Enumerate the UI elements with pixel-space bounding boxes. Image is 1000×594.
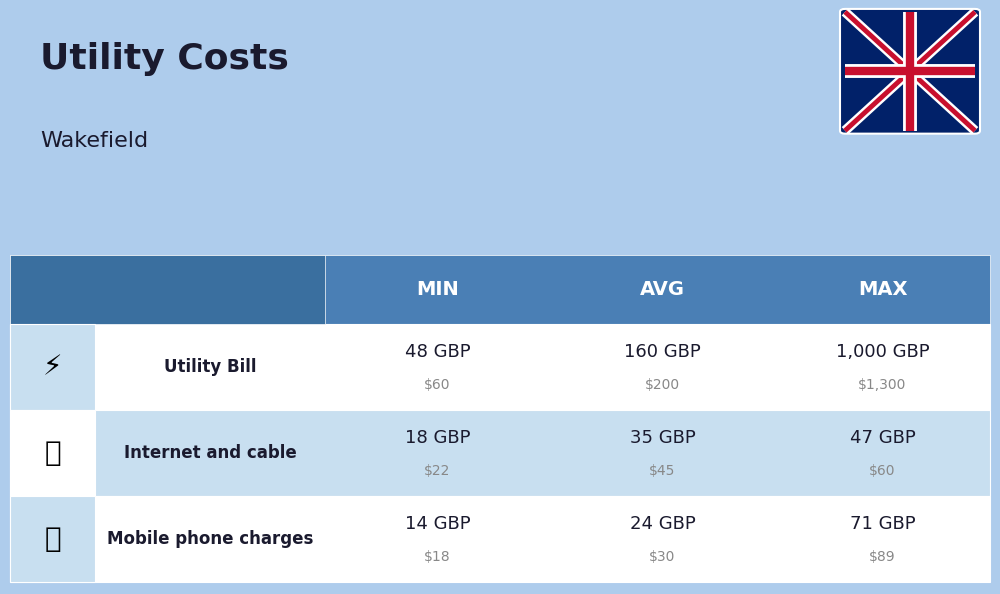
- FancyBboxPatch shape: [10, 324, 95, 410]
- Text: Utility Costs: Utility Costs: [40, 42, 289, 75]
- Text: $60: $60: [869, 464, 896, 478]
- Text: 47 GBP: 47 GBP: [850, 429, 915, 447]
- Text: AVG: AVG: [640, 280, 685, 299]
- Text: Internet and cable: Internet and cable: [124, 444, 296, 462]
- FancyBboxPatch shape: [10, 496, 990, 582]
- Text: 1,000 GBP: 1,000 GBP: [836, 343, 929, 361]
- Text: 48 GBP: 48 GBP: [405, 343, 470, 361]
- FancyBboxPatch shape: [10, 255, 990, 324]
- FancyBboxPatch shape: [10, 410, 95, 496]
- Text: $200: $200: [645, 378, 680, 391]
- Text: $18: $18: [424, 550, 451, 564]
- Text: $89: $89: [869, 550, 896, 564]
- Text: $22: $22: [424, 464, 451, 478]
- Text: 18 GBP: 18 GBP: [405, 429, 470, 447]
- Text: 📱: 📱: [44, 525, 61, 553]
- FancyBboxPatch shape: [10, 496, 95, 582]
- FancyBboxPatch shape: [840, 9, 980, 134]
- Text: 📶: 📶: [44, 439, 61, 467]
- Text: Wakefield: Wakefield: [40, 131, 148, 151]
- Text: $30: $30: [649, 550, 676, 564]
- Text: 71 GBP: 71 GBP: [850, 515, 915, 533]
- Text: MIN: MIN: [416, 280, 459, 299]
- Text: 160 GBP: 160 GBP: [624, 343, 701, 361]
- FancyBboxPatch shape: [10, 410, 990, 496]
- Text: $45: $45: [649, 464, 676, 478]
- FancyBboxPatch shape: [10, 324, 990, 410]
- Text: Mobile phone charges: Mobile phone charges: [107, 530, 313, 548]
- Text: ⚡: ⚡: [43, 353, 62, 381]
- Text: 14 GBP: 14 GBP: [405, 515, 470, 533]
- Text: Utility Bill: Utility Bill: [164, 358, 256, 376]
- Text: 35 GBP: 35 GBP: [630, 429, 695, 447]
- Text: $60: $60: [424, 378, 451, 391]
- Text: MAX: MAX: [858, 280, 907, 299]
- Text: $1,300: $1,300: [858, 378, 907, 391]
- FancyBboxPatch shape: [10, 255, 325, 324]
- Text: 24 GBP: 24 GBP: [630, 515, 695, 533]
